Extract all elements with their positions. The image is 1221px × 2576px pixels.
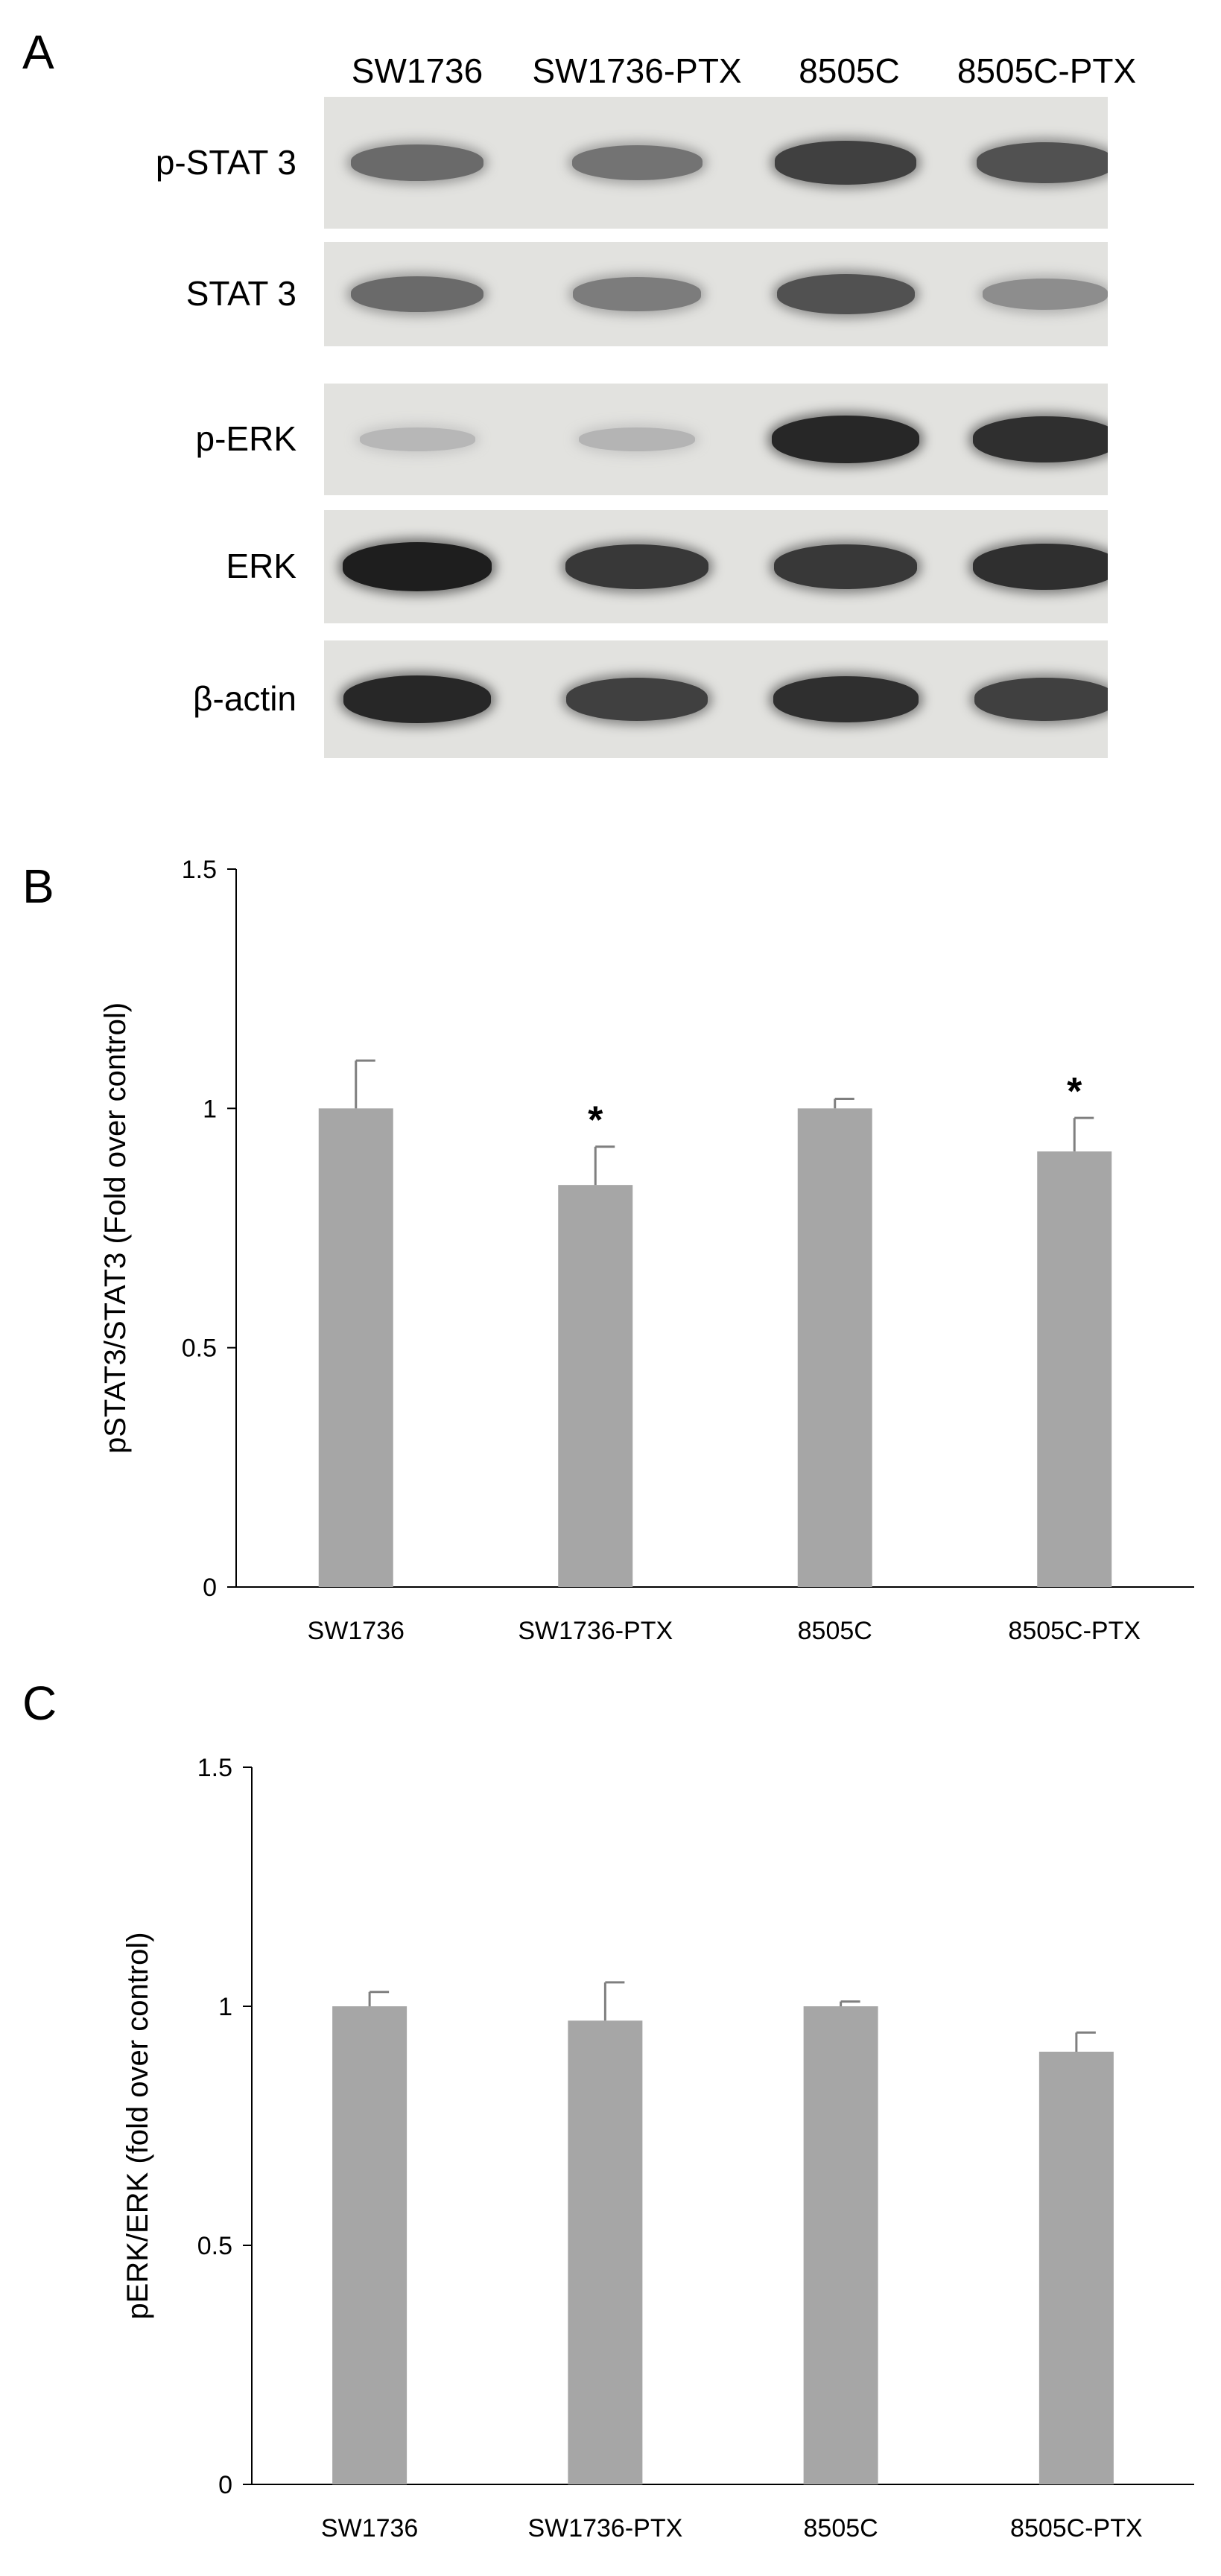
blot-strip [324, 510, 1108, 623]
blot-band [351, 144, 483, 181]
blot-label: ERK [226, 547, 296, 585]
bar [318, 1108, 393, 1587]
category-label: 8505C-PTX [1010, 2514, 1143, 2542]
y-tick-label: 1.5 [182, 856, 217, 884]
category-label: SW1736-PTX [518, 1617, 673, 1645]
bar [1038, 2051, 1114, 2484]
blot-strip [324, 640, 1108, 758]
category-label: SW1736 [308, 1617, 405, 1645]
y-tick-label: 1.5 [197, 1754, 232, 1782]
blot-strip [324, 384, 1108, 495]
significance-marker: * [1067, 1070, 1082, 1113]
blot-band [343, 675, 491, 724]
blot-band [572, 277, 702, 311]
y-tick-label: 0.5 [182, 1335, 217, 1363]
blot-label: p-STAT 3 [155, 142, 296, 182]
blot-band [565, 544, 709, 590]
lane-label: 8505C [799, 51, 900, 90]
panel-c-letter: C [22, 1676, 57, 1730]
blot-band [775, 141, 916, 185]
bar [558, 1185, 633, 1587]
y-axis-label: pERK/ERK (fold over control) [121, 1932, 154, 2319]
y-tick-label: 1 [218, 1993, 232, 2021]
bar [332, 2006, 407, 2484]
blot-band [974, 677, 1108, 722]
panel-a-letter: A [22, 25, 54, 79]
blot-label: STAT 3 [185, 274, 296, 313]
chart-c: 0 0.5 1 1.5 pERK/ERK (fold over control) SW17… [121, 1754, 1194, 2542]
lane-label: 8505C-PTX [957, 51, 1137, 90]
blot-band [972, 543, 1108, 591]
lane-label: SW1736 [351, 51, 483, 90]
y-tick-label: 0 [203, 1574, 217, 1602]
bar [803, 2006, 878, 2484]
category-label: 8505C [804, 2514, 878, 2542]
blot-band [983, 279, 1108, 310]
bar [797, 1108, 872, 1587]
y-axis-label: pSTAT3/STAT3 (Fold over control) [99, 1002, 132, 1454]
chart-b: 0 0.5 1 1.5 pSTAT3/STAT3 (Fold over control)… [99, 856, 1194, 1645]
y-tick-label: 0 [218, 2471, 232, 2499]
panel-b-letter: B [22, 859, 54, 913]
blot-band [776, 273, 915, 315]
blot-strip [324, 97, 1108, 229]
blot-band [359, 427, 475, 451]
bar [1037, 1151, 1112, 1587]
blot-band [579, 427, 695, 452]
blot-band [773, 675, 919, 723]
category-label: SW1736 [321, 2514, 418, 2542]
lane-label: SW1736-PTX [532, 51, 742, 90]
blot-band [773, 544, 918, 590]
blot-band [976, 142, 1108, 183]
blot-label: p-ERK [195, 419, 296, 458]
y-tick-label: 1 [203, 1095, 217, 1123]
category-label: 8505C [798, 1617, 872, 1645]
bar [568, 2020, 643, 2484]
significance-marker: * [588, 1099, 603, 1142]
y-tick-label: 0.5 [197, 2232, 232, 2260]
category-label: SW1736-PTX [527, 2514, 682, 2542]
blot-band [772, 415, 919, 464]
category-label: 8505C-PTX [1008, 1617, 1141, 1645]
blot-strip [324, 242, 1108, 346]
blot-band [571, 145, 703, 180]
blot-label: β-actin [193, 679, 296, 718]
blot-band [343, 542, 492, 591]
blot-band [972, 416, 1108, 463]
blot-band [566, 677, 708, 722]
blot-band [351, 276, 483, 313]
